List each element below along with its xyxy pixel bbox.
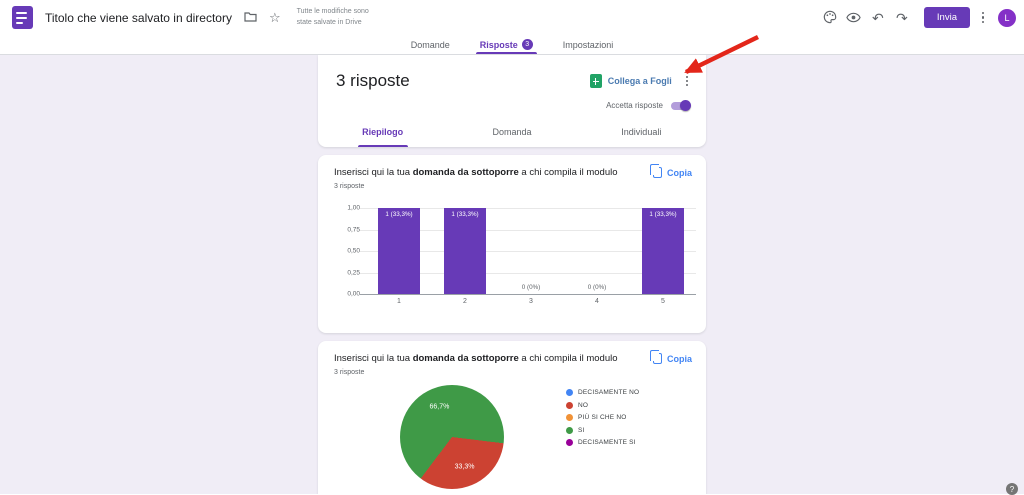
form-tabs: Domande Risposte 3 Impostazioni	[0, 35, 1024, 55]
bars: 1 (33,3%) 1 (33,3%) 0 (0%) 0 (0%) 1 (33,3%)	[366, 208, 696, 294]
bar: 1 (33,3%)	[378, 208, 420, 294]
tab-label: Domande	[410, 39, 450, 50]
bar-value-label: 1 (33,3%)	[385, 211, 413, 218]
bar: 1 (33,3%)	[642, 208, 684, 294]
legend-item: PIÙ SI CHE NO	[566, 414, 639, 421]
copy-icon	[649, 164, 662, 178]
legend-label: DECISAMENTE SI	[578, 439, 636, 446]
x-axis-tick: 3	[529, 298, 533, 305]
move-folder-icon[interactable]	[244, 11, 257, 24]
account-avatar[interactable]: L	[998, 8, 1016, 27]
save-status: Tutte le modifiche sono state salvate in…	[296, 8, 369, 26]
x-axis-tick: 4	[595, 298, 599, 305]
x-axis-line	[360, 294, 696, 295]
subtab-riepilogo[interactable]: Riepilogo	[318, 117, 447, 147]
preview-eye-icon[interactable]	[842, 11, 866, 25]
copy-button[interactable]: Copia	[649, 350, 692, 364]
legend-color-dot	[566, 426, 573, 434]
link-to-sheets-button[interactable]: Collega a Fogli	[589, 74, 672, 88]
undo-icon[interactable]: ↶	[872, 9, 884, 26]
pie-slice-label: 33,3%	[454, 463, 475, 471]
pie-slice-label: 66,7%	[429, 403, 450, 411]
accept-responses-label: Accetta risposte	[606, 101, 663, 110]
responses-count-label: 3 risposte	[334, 369, 365, 377]
legend-item: DECISAMENTE NO	[566, 389, 639, 396]
gridline	[360, 251, 696, 252]
y-axis-tick: 1,00	[347, 204, 360, 212]
y-axis-tick: 0,50	[347, 247, 360, 255]
bar-slot: 0 (0%)	[564, 208, 630, 294]
legend-label: DECISAMENTE NO	[578, 389, 640, 396]
responses-count-badge: 3	[521, 39, 533, 50]
page-background: 3 risposte Collega a Fogli Accetta rispo…	[0, 55, 1024, 494]
copy-button[interactable]: Copia	[649, 164, 692, 178]
pie-graphic	[400, 385, 504, 489]
responses-more-options-icon[interactable]	[682, 75, 692, 87]
star-icon[interactable]: ☆	[268, 10, 281, 25]
redo-icon[interactable]: ↷	[896, 9, 908, 26]
legend-label: PIÙ SI CHE NO	[578, 414, 627, 421]
bar-value-label: 1 (33,3%)	[649, 211, 677, 218]
legend-item: NO	[566, 401, 639, 409]
bar: 1 (33,3%)	[444, 208, 486, 294]
tab-label: Risposte	[479, 39, 518, 50]
copy-icon	[649, 350, 662, 364]
bar-slot: 1 (33,3%)	[366, 208, 432, 294]
legend-color-dot	[566, 414, 573, 421]
subtab-domanda[interactable]: Domanda	[492, 127, 532, 137]
google-forms-logo-icon[interactable]	[12, 6, 33, 29]
sheets-icon	[589, 74, 602, 88]
legend-color-dot	[566, 401, 573, 409]
legend-item: SI	[566, 426, 639, 434]
tab-impostazioni[interactable]: Impostazioni	[561, 35, 616, 54]
document-title[interactable]: Titolo che viene salvato in directory	[45, 10, 232, 25]
y-axis-tick: 0,25	[347, 269, 360, 276]
gridline	[360, 208, 696, 209]
send-button[interactable]: Invia	[923, 7, 970, 28]
x-axis-tick: 2	[463, 298, 467, 305]
bar-value-label: 1 (33,3%)	[451, 211, 479, 218]
question-title: Inserisci qui la tua domanda da sottopor…	[334, 167, 618, 178]
y-axis-tick: 0,75	[347, 226, 360, 233]
legend-color-dot	[566, 389, 573, 396]
responses-subtabs: Riepilogo Domanda Individuali	[318, 117, 706, 147]
tab-risposte[interactable]: Risposte 3	[475, 35, 537, 54]
x-axis-tick: 5	[661, 298, 665, 305]
responses-count-title: 3 risposte	[336, 71, 410, 90]
theme-palette-icon[interactable]	[818, 10, 842, 26]
bar-chart: 1 (33,3%) 1 (33,3%) 0 (0%) 0 (0%) 1 (33,3%) …	[334, 204, 696, 316]
bar-slot: 1 (33,3%)	[630, 208, 696, 294]
gridline	[360, 272, 696, 274]
legend-color-dot	[566, 439, 573, 446]
legend-label: NO	[578, 401, 589, 409]
legend-item: DECISAMENTE SI	[566, 439, 639, 446]
pie-chart: 33,3% 66,7%	[400, 385, 504, 489]
top-bar: Titolo che viene salvato in directory ☆ …	[0, 0, 1024, 35]
bar-value-label: 0 (0%)	[521, 284, 541, 291]
tab-label: Impostazioni	[562, 39, 614, 50]
more-options-icon[interactable]	[976, 10, 990, 26]
bar-value-label: 0 (0%)	[587, 284, 607, 291]
help-icon[interactable]: ?	[1006, 483, 1018, 495]
question-title: Inserisci qui la tua domanda da sottopor…	[334, 353, 618, 364]
question-card-pie: Inserisci qui la tua domanda da sottopor…	[318, 341, 706, 494]
gridline	[360, 229, 696, 231]
legend-label: SI	[578, 426, 585, 434]
pie-legend: DECISAMENTE NO NO PIÙ SI CHE NO SI DECISAMEN…	[566, 389, 639, 452]
y-axis-tick: 0,00	[347, 290, 360, 298]
bar-slot: 0 (0%)	[498, 208, 564, 294]
x-axis-tick: 1	[397, 298, 401, 305]
responses-count-label: 3 risposte	[334, 183, 365, 191]
bar-slot: 1 (33,3%)	[432, 208, 498, 294]
subtab-individuali[interactable]: Individuali	[621, 127, 662, 137]
tab-domande[interactable]: Domande	[409, 35, 452, 54]
accept-responses-toggle[interactable]	[671, 100, 691, 111]
question-card-bar: Inserisci qui la tua domanda da sottopor…	[318, 155, 706, 333]
responses-header-card: 3 risposte Collega a Fogli Accetta rispo…	[318, 55, 706, 147]
